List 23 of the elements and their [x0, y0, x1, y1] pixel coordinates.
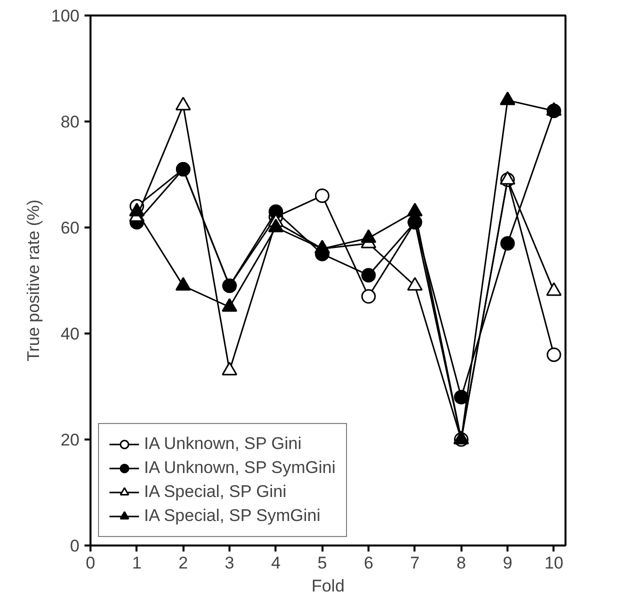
y-tick-label: 40	[60, 324, 80, 344]
x-tick-label: 5	[317, 554, 327, 572]
legend-label: IA Unknown, SP SymGini	[144, 458, 336, 478]
x-tick-label: 7	[410, 554, 420, 572]
y-tick-label: 0	[70, 536, 80, 556]
x-axis-title: Fold	[311, 576, 345, 596]
x-tick-label: 10	[544, 554, 564, 572]
y-tick-label: 80	[60, 112, 80, 132]
legend-label: IA Unknown, SP Gini	[144, 434, 302, 454]
y-axis-title: True positive rate (%)	[24, 200, 44, 362]
x-tick-label: 9	[502, 554, 512, 572]
x-tick-label: 1	[132, 554, 142, 572]
x-tick-label: 3	[224, 554, 234, 572]
y-tick-label: 60	[60, 218, 80, 238]
legend-label: IA Special, SP Gini	[144, 482, 286, 502]
y-tick-label: 20	[60, 430, 80, 450]
y-tick-label: 100	[51, 6, 80, 26]
x-tick-label: 0	[86, 554, 96, 572]
x-tick-label: 8	[456, 554, 466, 572]
x-tick-label: 6	[364, 554, 374, 572]
x-tick-label: 4	[271, 554, 281, 572]
legend-label: IA Special, SP SymGini	[144, 506, 320, 526]
x-tick-label: 2	[178, 554, 188, 572]
